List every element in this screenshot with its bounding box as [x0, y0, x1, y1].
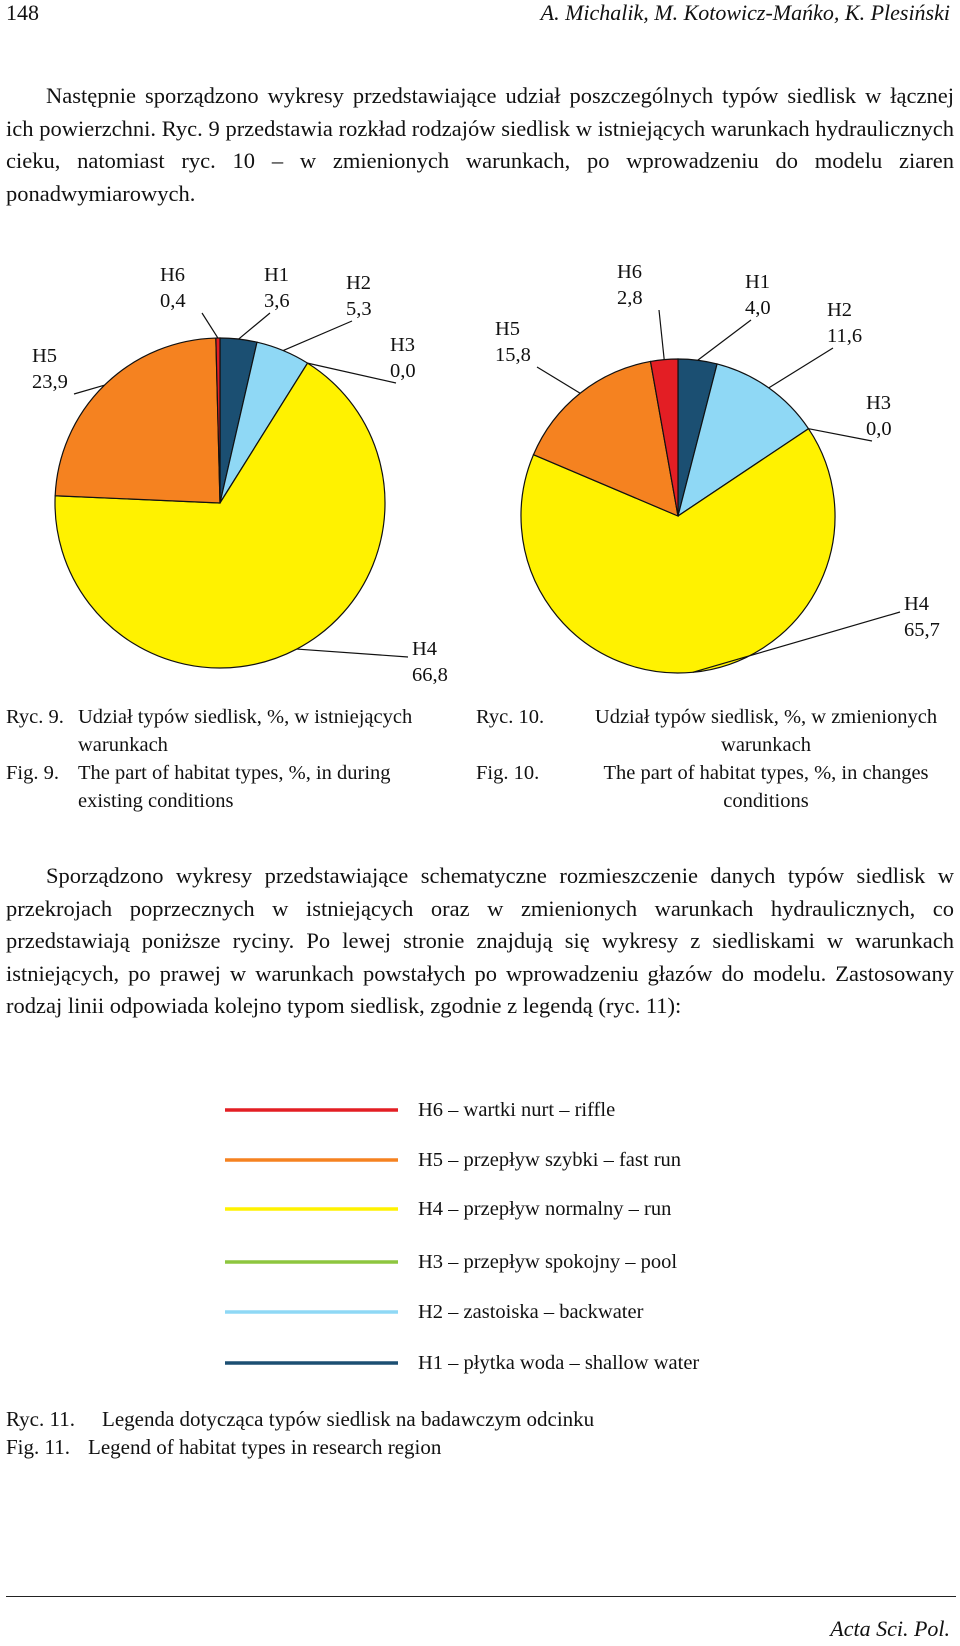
paragraph: Następnie sporządzono wykresy przedstawi… — [6, 83, 954, 206]
page-number: 148 — [6, 0, 39, 25]
pie-slice — [532, 360, 679, 517]
caption: Ryc. 9. Udział typów siedlisk, %, w istni… — [6, 703, 436, 815]
legend-label: H6 – wartki nurt – riffle — [418, 1099, 615, 1121]
pie-slice — [54, 362, 386, 669]
leader-line — [201, 312, 219, 339]
footer-rule — [6, 1596, 956, 1597]
slice-category: H3 — [390, 334, 415, 356]
slice-value: 23,9 — [32, 371, 68, 393]
caption-label: Ryc. 11. — [6, 1407, 75, 1431]
pie-slice — [215, 337, 221, 504]
legend-caption: Ryc. 11. Legenda dotycząca typów siedlisk… — [6, 1405, 594, 1461]
slice-category: H6 — [160, 264, 185, 286]
caption-label: Fig. 10. — [476, 762, 540, 784]
slice-category: H2 — [346, 272, 371, 294]
leader-line — [768, 347, 834, 389]
slice-category: H6 — [617, 261, 642, 283]
legend: H6 – wartki nurt – riffle H5 – przepływ s… — [225, 1099, 699, 1374]
slice-value: 66,8 — [412, 664, 448, 686]
slice-value: 0,4 — [160, 290, 186, 312]
slice-category: H3 — [866, 392, 891, 414]
slice-value: 2,8 — [617, 287, 643, 309]
slice-category: H5 — [32, 345, 57, 367]
footer: Acta Sci. Pol. — [830, 1616, 950, 1641]
caption-label: Ryc. 10. — [476, 706, 545, 728]
slice-value: 65,7 — [904, 619, 940, 641]
paragraph: Sporządzono wykresy przedstawiające sche… — [6, 863, 954, 1018]
legend-label: H2 – zastoiska – backwater — [418, 1301, 644, 1323]
caption-text: Legenda dotycząca typów siedlisk na bada… — [102, 1407, 595, 1431]
leader-line — [658, 309, 665, 360]
slice-category: H5 — [495, 318, 520, 340]
leader-line — [282, 320, 353, 352]
slice-category: H4 — [904, 593, 929, 615]
leader-line — [307, 362, 397, 384]
running-head: A. Michalik, M. Kotowicz-Mańko, K. Plesi… — [540, 0, 950, 25]
slice-value: 3,6 — [264, 290, 290, 312]
legend-label: H3 – przepływ spokojny – pool — [418, 1251, 677, 1273]
leader-line — [238, 312, 271, 340]
leader-line — [536, 366, 581, 394]
caption-text: The part of habitat types, %, in during … — [78, 762, 391, 812]
leader-line — [296, 648, 409, 658]
leader-line — [73, 384, 105, 395]
slice-value: 15,8 — [495, 344, 531, 366]
charts: H1 3,6 H2 5,3 H3 0,0 H4 66,8 H5 23,9 H6 0,4 H1 4,0 H2 1… — [32, 261, 940, 686]
legend-label: H1 – płytka woda – shallow water — [418, 1352, 699, 1374]
caption-text: The part of habitat types, %, in changes… — [603, 762, 929, 812]
slice-value: 4,0 — [745, 297, 771, 319]
slice-value: 11,6 — [827, 325, 862, 347]
slice-value: 0,0 — [866, 418, 892, 440]
legend-label: H4 – przepływ normalny – run — [418, 1198, 671, 1220]
slice-value: 5,3 — [346, 298, 372, 320]
caption-label: Fig. 11. — [6, 1435, 70, 1459]
caption: Ryc. 10. Udział typów siedlisk, %, w zmie… — [476, 703, 956, 815]
pie-slice — [677, 363, 810, 518]
slice-category: H2 — [827, 299, 852, 321]
slice-value: 0,0 — [390, 360, 416, 382]
caption-text: Legend of habitat types in research regi… — [88, 1435, 442, 1459]
slice-category: H1 — [264, 264, 289, 286]
caption-text: Udział typów siedlisk, %, w zmienionych … — [594, 706, 938, 756]
pie-slice — [54, 337, 221, 504]
caption-text: Udział typów siedlisk, %, w istniejących… — [78, 706, 413, 756]
leader-line — [808, 428, 873, 442]
leader-line — [697, 319, 752, 361]
slice-category: H4 — [412, 638, 437, 660]
legend-label: H5 – przepływ szybki – fast run — [418, 1149, 681, 1171]
slice-category: H1 — [745, 271, 770, 293]
leader-line — [692, 611, 901, 673]
caption-label: Fig. 9. — [6, 762, 59, 784]
caption-label: Ryc. 9. — [6, 706, 64, 728]
